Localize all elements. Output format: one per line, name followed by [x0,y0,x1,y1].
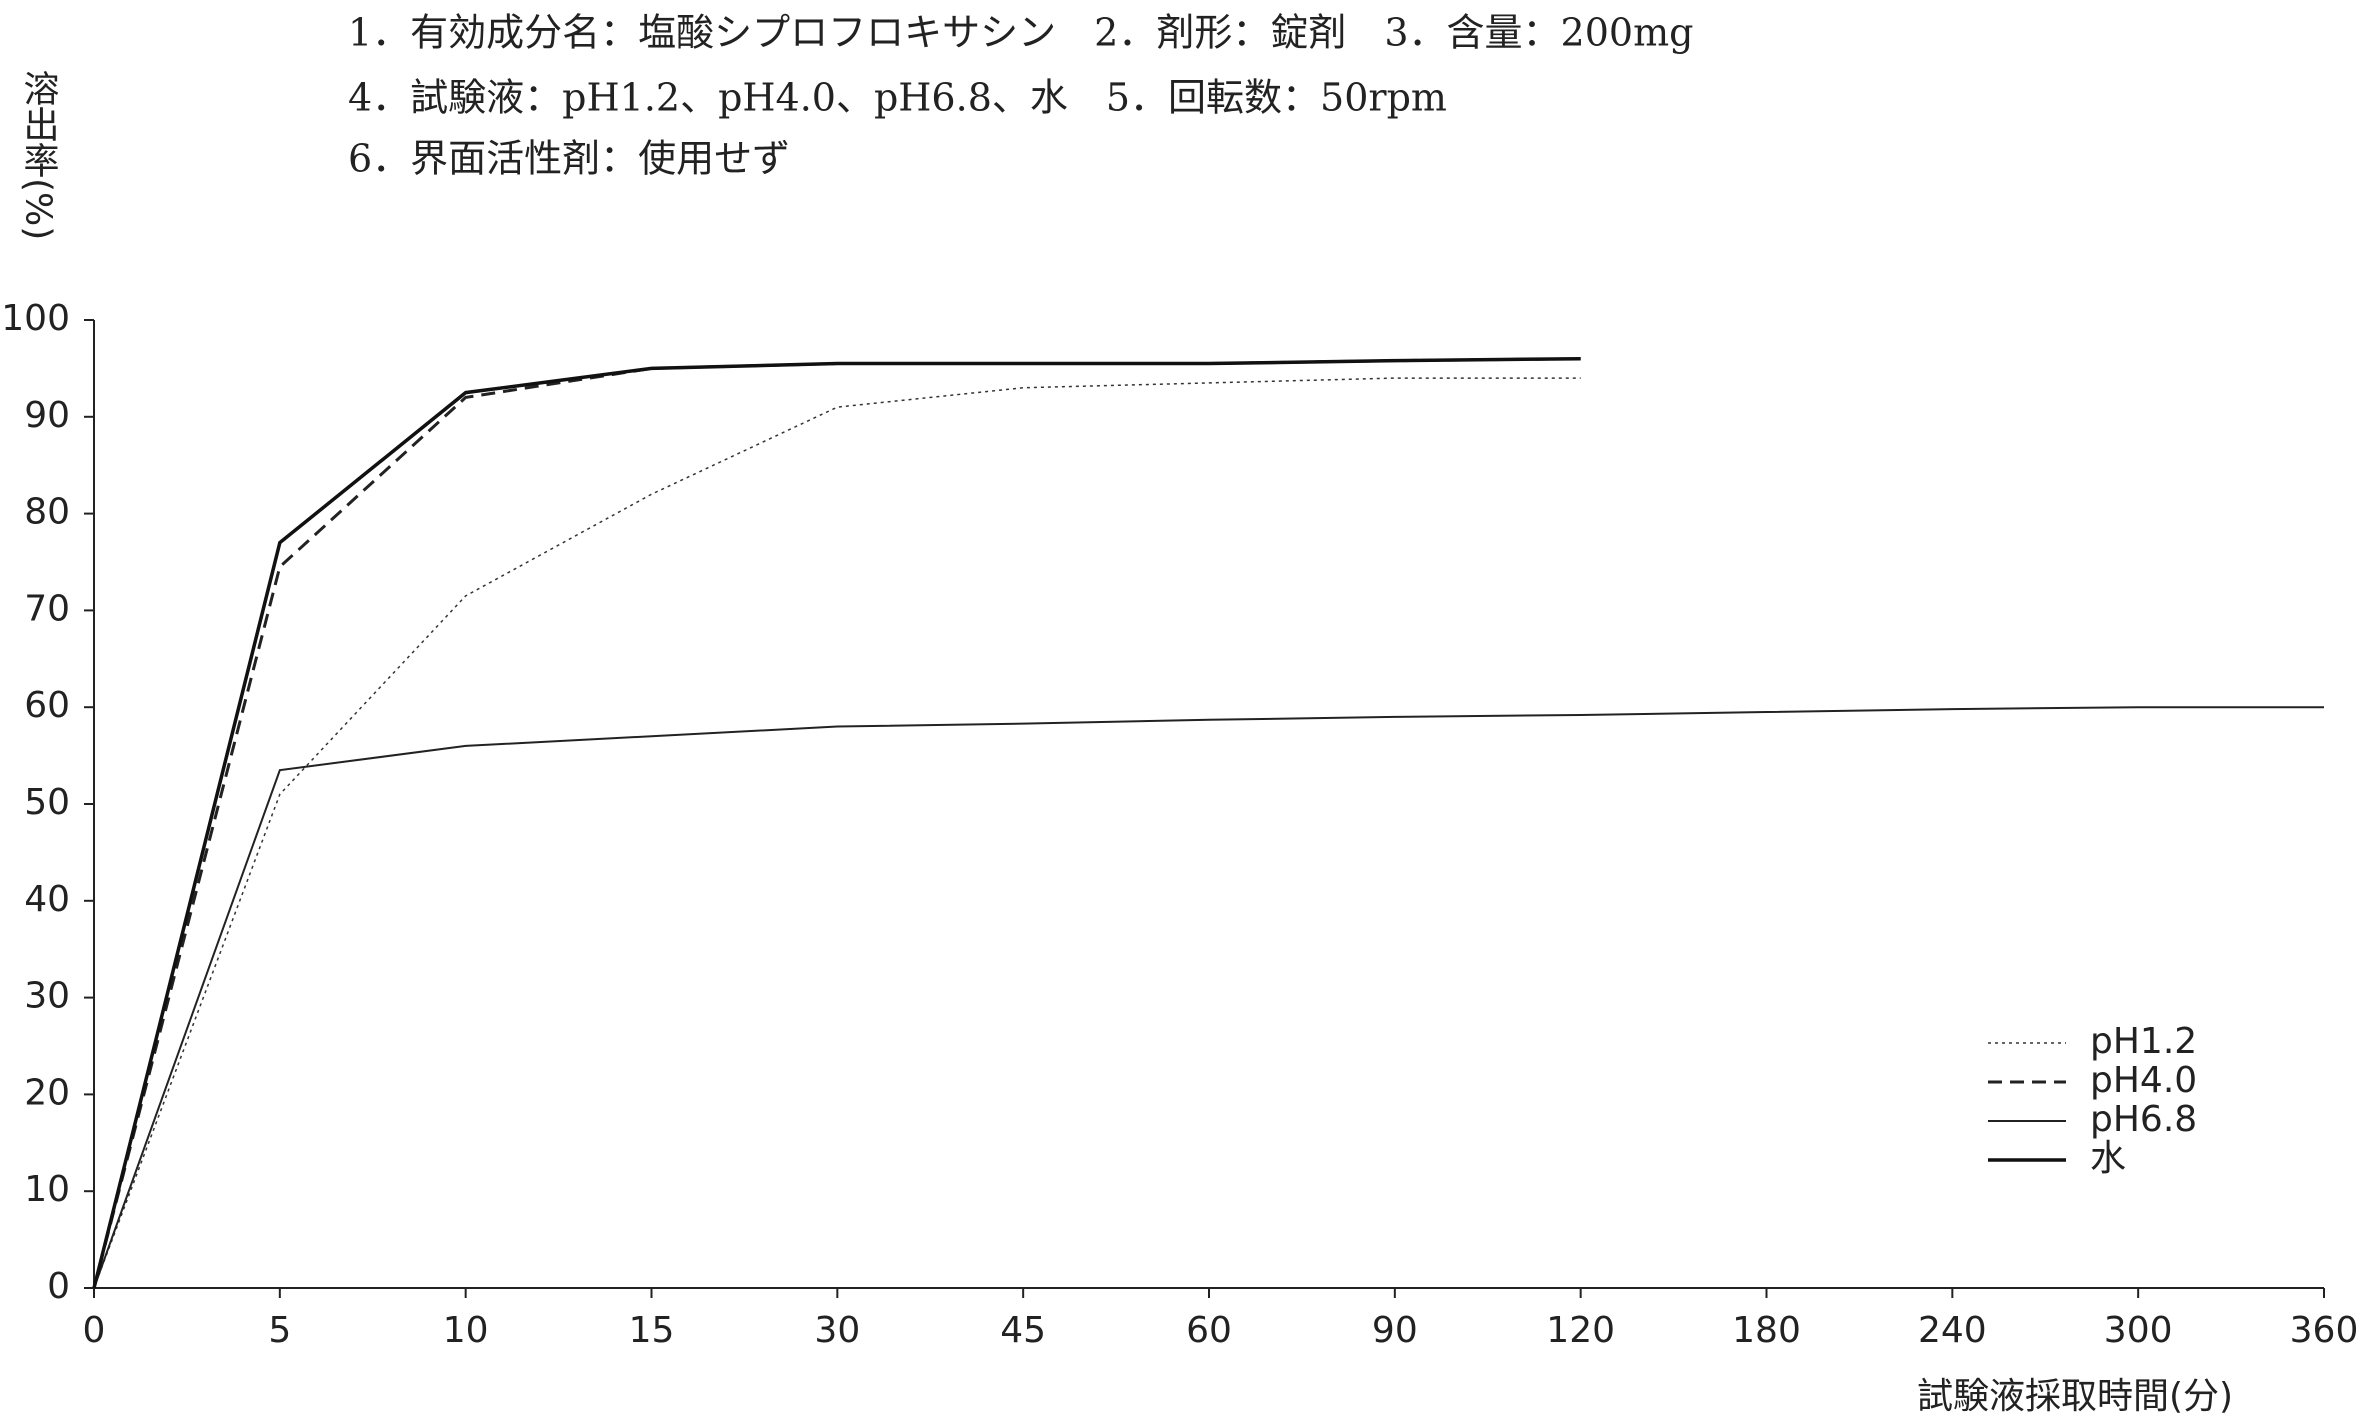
legend-label: 水 [2090,1138,2126,1179]
annotation: 1．有効成分名：塩酸シプロフロキサシン 2．剤形：錠剤 3．含量：200mg [348,11,1693,55]
x-tick-label: 240 [1918,1310,1987,1351]
y-tick-label: 70 [24,588,70,629]
x-tick-label: 60 [1186,1310,1232,1351]
x-tick-label: 180 [1732,1310,1801,1351]
annotation: 4．試験液：pH1.2、pH4.0、pH6.8、水 5．回転数：50rpm [348,76,1447,120]
legend-label: pH1.2 [2090,1021,2197,1062]
x-tick-label: 0 [83,1310,106,1351]
y-tick-label: 80 [24,492,70,533]
y-tick-label: 0 [47,1266,70,1307]
annotation: 6．界面活性剤：使用せず [348,137,790,181]
x-tick-label: 120 [1546,1310,1615,1351]
x-tick-label: 300 [2104,1310,2173,1351]
x-tick-label: 10 [443,1310,489,1351]
x-tick-label: 45 [1000,1310,1046,1351]
y-tick-label: 100 [1,298,70,339]
series-line [93,706,2324,1289]
y-tick-label: 10 [24,1169,70,1210]
series-line [92,356,1581,1289]
series-line [93,377,1581,1289]
legend-label: pH4.0 [2090,1060,2197,1101]
x-tick-label: 360 [2290,1310,2359,1351]
x-axis-label: 試験液採取時間(分) [1917,1376,2233,1417]
y-tick-label: 30 [24,976,70,1017]
series-line [92,357,1581,1289]
y-tick-label: 40 [24,879,70,920]
x-tick-label: 15 [629,1310,675,1351]
y-tick-label: 20 [24,1072,70,1113]
x-tick-label: 30 [814,1310,860,1351]
y-axis-label: 溶出率(%) [18,70,59,241]
y-tick-label: 50 [24,782,70,823]
legend-label: pH6.8 [2090,1099,2197,1140]
x-tick-label: 5 [268,1310,291,1351]
x-tick-label: 90 [1372,1310,1418,1351]
y-tick-label: 60 [24,685,70,726]
y-tick-label: 90 [24,395,70,436]
